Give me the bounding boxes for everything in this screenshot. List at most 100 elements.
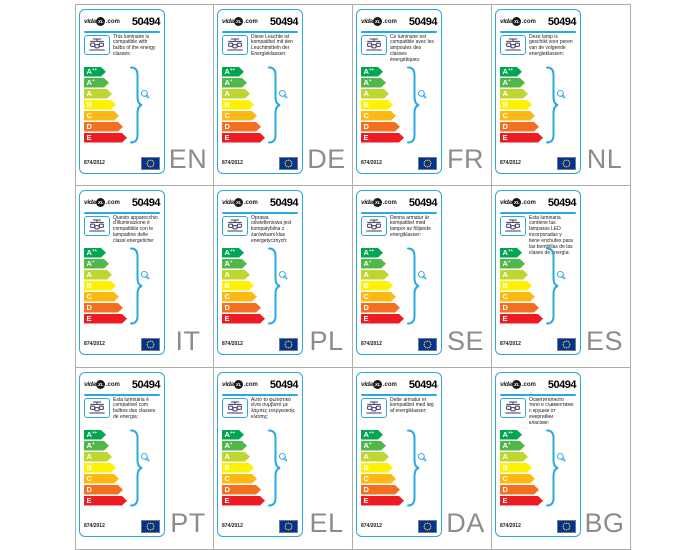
energy-class-arrow: E bbox=[84, 496, 127, 506]
vidaxl-logo: vida XL .com bbox=[500, 380, 536, 389]
eu-flag-icon bbox=[557, 337, 576, 351]
energy-class-arrow: C bbox=[500, 474, 535, 484]
energy-class-superscript: ++ bbox=[229, 66, 236, 72]
energy-class-arrow: A ++ bbox=[500, 67, 522, 77]
energy-class-arrows: A ++ A + A B C D E bbox=[500, 430, 543, 507]
card-header: vida XL .com 50494 bbox=[361, 195, 438, 210]
energy-class-arrow: C bbox=[84, 292, 119, 302]
energy-class-letter: E bbox=[86, 133, 92, 142]
vidaxl-logo-mark-icon: XL bbox=[234, 198, 244, 207]
bulb-icon bbox=[278, 89, 288, 99]
energy-class-letter: B bbox=[86, 463, 92, 472]
energy-class-arrow: B bbox=[500, 100, 532, 110]
card-header: vida XL .com 50494 bbox=[361, 377, 438, 392]
vidaxl-logo-vida: vida bbox=[500, 18, 512, 25]
energy-class-arrow: A bbox=[500, 452, 528, 462]
vidaxl-logo-mark-icon: XL bbox=[234, 17, 244, 26]
card-footer: 874/2012 bbox=[84, 156, 160, 170]
energy-class-letter: D bbox=[363, 303, 369, 312]
energy-class-arrow: C bbox=[361, 111, 396, 121]
energy-label-card: vida XL .com 50494 Oprawa ośw bbox=[217, 190, 303, 355]
energy-class-arrow: A ++ bbox=[84, 67, 106, 77]
energy-class-arrow: A + bbox=[500, 78, 525, 88]
vidaxl-logo-com: .com bbox=[243, 381, 258, 388]
eu-flag-icon bbox=[141, 156, 160, 170]
energy-class-letter: A bbox=[86, 67, 92, 76]
energy-label-tile: vida XL .com 50494 Questo app bbox=[75, 186, 214, 368]
energy-class-arrows: A ++ A + A B C D E bbox=[361, 67, 404, 144]
energy-class-letter: A bbox=[224, 67, 230, 76]
energy-class-letter: A bbox=[502, 270, 508, 279]
energy-label-tile: vida XL .com 50494 Αυτό το φω bbox=[214, 368, 353, 550]
model-number: 50494 bbox=[269, 196, 299, 209]
language-code: DA bbox=[446, 508, 485, 538]
energy-class-letter: D bbox=[224, 303, 230, 312]
vidaxl-logo: vida XL .com bbox=[500, 17, 536, 26]
energy-class-arrow: E bbox=[84, 314, 127, 324]
description-text: Questo apparecchio d'illuminazione è com… bbox=[113, 214, 158, 245]
energy-class-letter: C bbox=[86, 292, 92, 301]
energy-class-letter: A bbox=[502, 452, 508, 461]
energy-class-arrow: D bbox=[222, 485, 261, 495]
energy-class-arrow: C bbox=[361, 474, 396, 484]
vidaxl-logo-xl: XL bbox=[235, 382, 242, 387]
header-divider bbox=[361, 393, 437, 396]
vidaxl-logo-mark-icon: XL bbox=[96, 198, 106, 207]
model-number: 50494 bbox=[547, 196, 577, 209]
energy-class-arrow: D bbox=[84, 303, 123, 313]
energy-class-letter: E bbox=[363, 314, 369, 323]
description-row: Αυτό το φωτιστικό είναι συμβατό με λάμπε… bbox=[222, 397, 298, 425]
model-number: 50494 bbox=[269, 15, 299, 28]
energy-class-letter: C bbox=[224, 111, 230, 120]
header-divider bbox=[222, 30, 298, 33]
description-row: Esta luminaria contiene las lámparas LED… bbox=[500, 215, 576, 256]
regulation-number: 874/2012 bbox=[84, 160, 105, 166]
energy-label-tile: vida XL .com 50494 Ce luminai bbox=[353, 4, 492, 186]
language-code: PT bbox=[170, 508, 206, 538]
energy-label-tile: vida XL .com 50494 Diese Leuc bbox=[214, 4, 353, 186]
energy-class-arrow: C bbox=[84, 474, 119, 484]
energy-label-tile: vida XL .com 50494 Oprawa ośw bbox=[214, 186, 353, 368]
description-row: Dette armatur er kompatibel med løg af e… bbox=[361, 397, 437, 425]
energy-label-tile: vida XL .com 50494 Esta lumin bbox=[75, 368, 214, 550]
card-footer: 874/2012 bbox=[500, 337, 576, 351]
energy-class-arrow: A ++ bbox=[222, 67, 244, 77]
energy-class-superscript: + bbox=[368, 258, 372, 264]
header-divider bbox=[84, 30, 160, 33]
energy-class-letter: A bbox=[363, 452, 369, 461]
luminaire-pictogram-icon bbox=[84, 397, 110, 418]
energy-class-letter: C bbox=[502, 111, 508, 120]
energy-label-card: vida XL .com 50494 Questo app bbox=[79, 190, 165, 355]
bulb-icon bbox=[140, 89, 150, 99]
energy-class-arrow: A + bbox=[222, 259, 247, 269]
vidaxl-logo-xl: XL bbox=[513, 382, 520, 387]
description-row: Ce luminaire est compatible avec les amp… bbox=[361, 34, 437, 63]
energy-class-letter: A bbox=[86, 441, 92, 450]
energy-class-arrows: A ++ A + A B C D E bbox=[222, 67, 265, 144]
vidaxl-logo-xl: XL bbox=[235, 200, 242, 205]
energy-class-letter: C bbox=[86, 111, 92, 120]
energy-class-arrow: B bbox=[84, 281, 116, 291]
energy-class-superscript: ++ bbox=[229, 247, 236, 253]
energy-class-letter: D bbox=[86, 303, 92, 312]
energy-class-arrow: B bbox=[500, 281, 532, 291]
energy-class-letter: A bbox=[224, 259, 230, 268]
energy-class-superscript: ++ bbox=[91, 429, 98, 435]
header-divider bbox=[361, 30, 437, 33]
energy-class-arrow: A + bbox=[500, 259, 525, 269]
energy-class-letter: E bbox=[224, 314, 230, 323]
bulb-icon bbox=[556, 452, 566, 462]
luminaire-pictogram-icon bbox=[222, 397, 248, 418]
energy-class-arrow: A ++ bbox=[500, 430, 522, 440]
vidaxl-logo-mark-icon: XL bbox=[512, 17, 522, 26]
brace-icon bbox=[268, 66, 281, 144]
energy-class-letter: A bbox=[363, 270, 369, 279]
vidaxl-logo-mark-icon: XL bbox=[512, 380, 522, 389]
model-number: 50494 bbox=[408, 378, 438, 391]
energy-class-arrow: A bbox=[361, 270, 389, 280]
bulb-icon bbox=[556, 270, 566, 280]
eu-flag-icon bbox=[141, 337, 160, 351]
energy-class-arrow: A ++ bbox=[222, 248, 244, 258]
regulation-number: 874/2012 bbox=[84, 341, 105, 347]
model-number: 50494 bbox=[269, 378, 299, 391]
